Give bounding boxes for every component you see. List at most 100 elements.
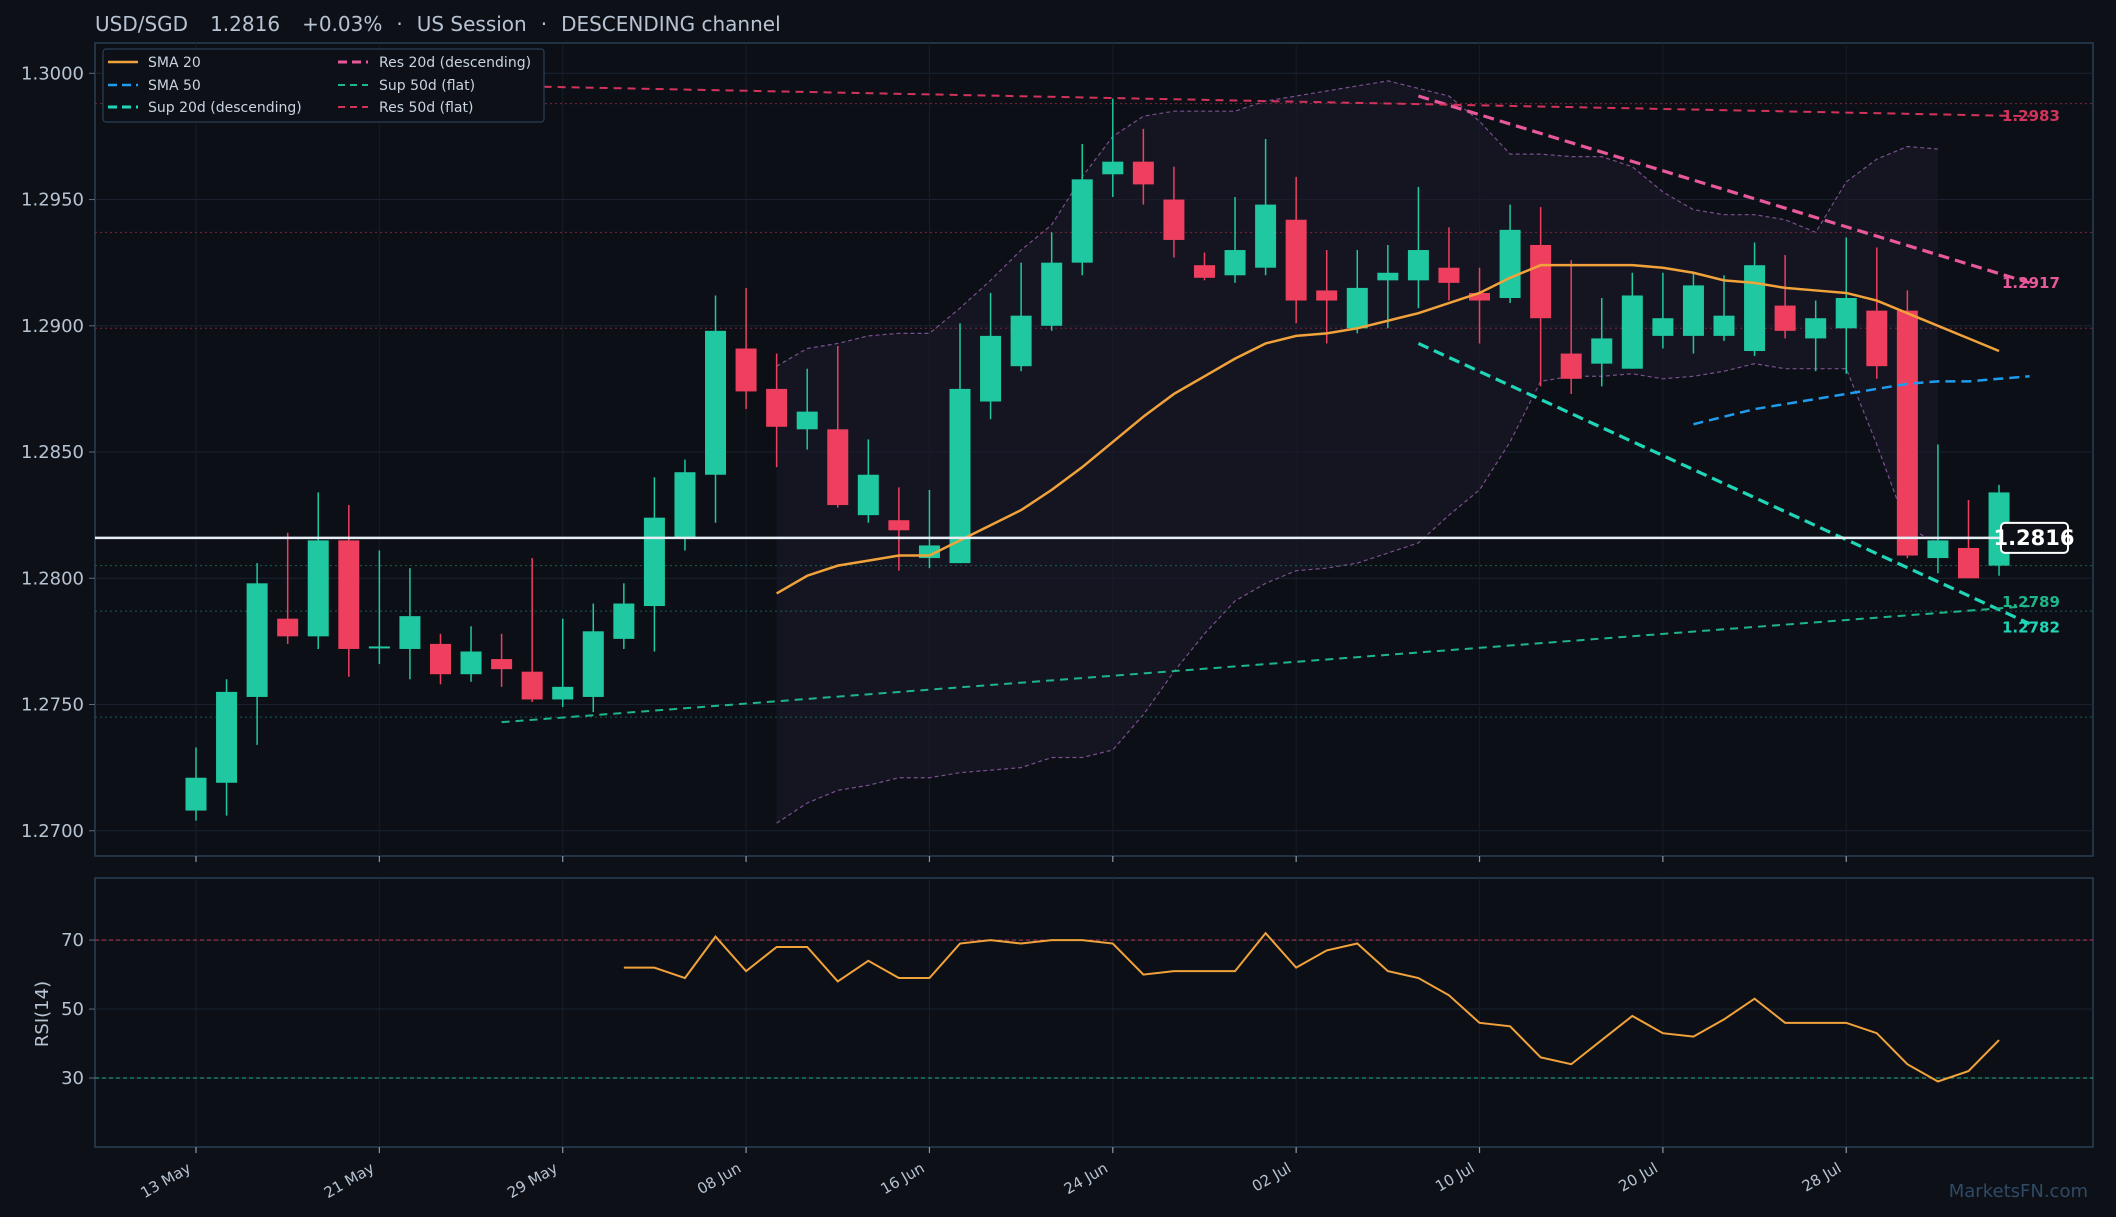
candle-body: [827, 429, 849, 506]
candle: [1010, 262, 1032, 372]
candle: [766, 353, 788, 468]
res-20d-line: [1417, 94, 2031, 285]
candle-body: [246, 583, 268, 697]
candle: [1255, 138, 1277, 276]
sup-50d-line: [501, 605, 2030, 724]
y-tick-label: 1.2900: [21, 316, 84, 337]
candle-body: [796, 411, 818, 430]
candle-body: [1010, 315, 1032, 367]
y-tick-label: 1.2750: [21, 695, 84, 716]
candle-body: [399, 616, 421, 649]
symbol-label: USD/SGD: [95, 12, 188, 36]
sup-20d-value-label: 1.2782: [2002, 619, 2060, 637]
candle: [246, 563, 268, 745]
candle-body: [1927, 540, 1949, 559]
header-separator: ·: [541, 12, 547, 36]
candle: [705, 295, 727, 523]
candle: [735, 287, 757, 410]
header-separator: ·: [396, 12, 402, 36]
candle: [1071, 143, 1093, 276]
candle-body: [980, 335, 1002, 402]
candle-body: [1469, 292, 1491, 301]
candle: [1041, 232, 1063, 331]
candle: [582, 603, 604, 713]
candle: [1132, 128, 1154, 205]
candle: [857, 439, 879, 523]
candle-body: [1316, 290, 1338, 301]
candle-body: [1774, 305, 1796, 331]
candle: [827, 345, 849, 508]
legend-label-sma50: SMA 50: [148, 78, 201, 94]
rsi-line: [623, 931, 2000, 1083]
candle: [1957, 499, 1979, 579]
candle-body: [1591, 338, 1613, 364]
candle-body: [552, 686, 574, 700]
candle: [338, 505, 360, 677]
candle: [491, 633, 513, 687]
candle-body: [888, 520, 910, 531]
res-50d-value-label: 1.2983: [2002, 107, 2060, 125]
candle-body: [582, 631, 604, 697]
candle: [1835, 237, 1857, 374]
legend-label-sma20: SMA 20: [148, 55, 201, 71]
candle-body: [1621, 295, 1643, 369]
candle: [1682, 272, 1704, 354]
candle: [368, 550, 390, 665]
candle-body: [1193, 265, 1215, 278]
candle: [1193, 252, 1215, 281]
candle-body: [674, 472, 696, 538]
candle: [460, 626, 482, 682]
candle-body: [1499, 229, 1521, 299]
candle-body: [1163, 199, 1185, 240]
legend-label-res20: Res 20d (descending): [379, 55, 531, 71]
watermark: MarketsFN.com: [1949, 1181, 2088, 1202]
candle-body: [1957, 547, 1979, 579]
candle-body: [368, 646, 390, 649]
candle-body: [1102, 161, 1124, 175]
candle: [949, 323, 971, 564]
y-tick-label: 1.2950: [21, 190, 84, 211]
candle-body: [460, 651, 482, 675]
price-label: 1.2816: [210, 12, 280, 36]
rsi-tick-label: 30: [61, 1068, 84, 1089]
sma50-line: [1693, 375, 2030, 426]
candle: [399, 568, 421, 680]
candle-body: [1132, 161, 1154, 185]
candle: [1285, 176, 1307, 324]
candle: [521, 558, 543, 702]
candle: [1866, 247, 1888, 379]
candle: [277, 532, 299, 644]
candle: [1621, 272, 1643, 369]
candle: [1713, 275, 1735, 341]
candle-body: [1438, 267, 1460, 283]
sup-20d-line: [1417, 342, 2031, 626]
candle-body: [705, 330, 727, 475]
candle: [185, 747, 207, 821]
channel-label: DESCENDING channel: [561, 12, 781, 36]
candle-body: [429, 643, 451, 675]
candle: [1224, 197, 1246, 283]
price-panel: 1.2917 1.2782 1.2789 1.2983 1.2816 1.2700 1.…: [21, 42, 2094, 857]
bollinger-upper: [776, 80, 1938, 367]
candle: [980, 292, 1002, 420]
candle-body: [277, 618, 299, 637]
sma20-line: [776, 263, 2000, 595]
candle-body: [1285, 219, 1307, 301]
candle: [429, 633, 451, 685]
res-20d-value-label: 1.2917: [2002, 274, 2060, 292]
y-tick-label: 1.2700: [21, 821, 84, 842]
candle-body: [1407, 250, 1429, 281]
rsi-panel-frame: [94, 877, 2094, 1148]
candle: [307, 492, 329, 649]
candle-body: [1744, 265, 1766, 352]
candle-body: [1530, 244, 1552, 319]
candle-body: [949, 388, 971, 564]
candle: [1652, 272, 1674, 349]
candle-body: [1652, 318, 1674, 336]
candle: [1560, 260, 1582, 394]
candle: [613, 583, 635, 649]
candle: [1469, 267, 1491, 344]
candle-body: [1866, 310, 1888, 367]
